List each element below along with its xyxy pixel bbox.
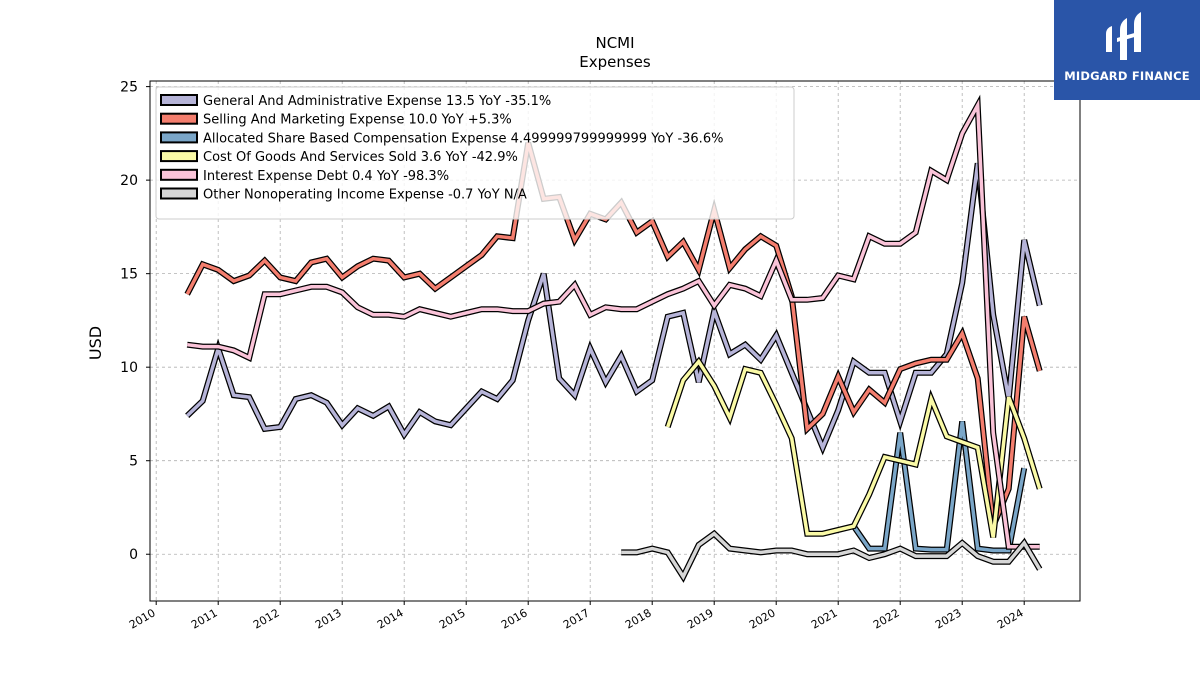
logo-text: MIDGARD FINANCE <box>1064 69 1190 83</box>
x-tick-label: 2010 <box>127 606 158 631</box>
series-line-4 <box>186 99 1040 549</box>
y-tick-label: 20 <box>120 173 138 189</box>
legend: General And Administrative Expense 13.5 … <box>155 86 795 220</box>
legend-label: Interest Expense Debt 0.4 YoY -98.3% <box>203 169 449 184</box>
x-tick-label: 2013 <box>313 606 344 631</box>
x-tick-label: 2017 <box>561 606 592 631</box>
x-tick-label: 2021 <box>809 606 840 631</box>
x-tick-label: 2020 <box>747 606 778 631</box>
logo-mark-icon <box>1106 12 1141 60</box>
chart-subtitle: Expenses <box>579 53 651 71</box>
x-tick-label: 2014 <box>375 606 406 631</box>
x-tick-label: 2018 <box>623 606 654 631</box>
y-axis-label: USD <box>86 326 105 360</box>
y-tick-label: 5 <box>129 454 138 470</box>
legend-label: Selling And Marketing Expense 10.0 YoY +… <box>203 113 512 128</box>
legend-swatch <box>160 112 198 125</box>
y-tick-label: 15 <box>120 267 138 283</box>
legend-box <box>155 86 795 220</box>
x-tick-label: 2015 <box>437 606 468 631</box>
x-tick-label: 2012 <box>251 606 282 631</box>
x-tick-label: 2023 <box>933 606 964 631</box>
legend-swatch <box>160 94 198 106</box>
legend-swatch <box>160 168 198 181</box>
chart-title: NCMI <box>595 34 634 52</box>
legend-label: Cost Of Goods And Services Sold 3.6 YoY … <box>203 150 518 165</box>
legend-label: Other Nonoperating Income Expense -0.7 Y… <box>203 188 527 203</box>
legend-swatch <box>160 150 198 163</box>
legend-label: General And Administrative Expense 13.5 … <box>203 94 551 109</box>
midgard-finance-logo: MIDGARD FINANCE <box>1054 0 1200 100</box>
plot-frame <box>149 80 1081 602</box>
x-tick-label: 2016 <box>499 606 530 631</box>
series-line-3 <box>666 358 1042 538</box>
series-line-2 <box>852 421 1026 553</box>
y-tick-label: 0 <box>129 547 138 563</box>
x-tick-label: 2011 <box>189 606 220 631</box>
x-tick-label: 2024 <box>995 606 1026 631</box>
y-tick-label: 25 <box>120 80 138 96</box>
x-tick-label: 2022 <box>871 606 902 631</box>
legend-swatch <box>160 187 198 200</box>
x-tick-label: 2019 <box>685 606 716 631</box>
series-line-0 <box>185 163 1042 453</box>
series-line-5 <box>621 531 1042 581</box>
legend-swatch <box>160 131 198 144</box>
legend-label: Allocated Share Based Compensation Expen… <box>203 131 723 146</box>
y-tick-label: 10 <box>120 360 138 376</box>
